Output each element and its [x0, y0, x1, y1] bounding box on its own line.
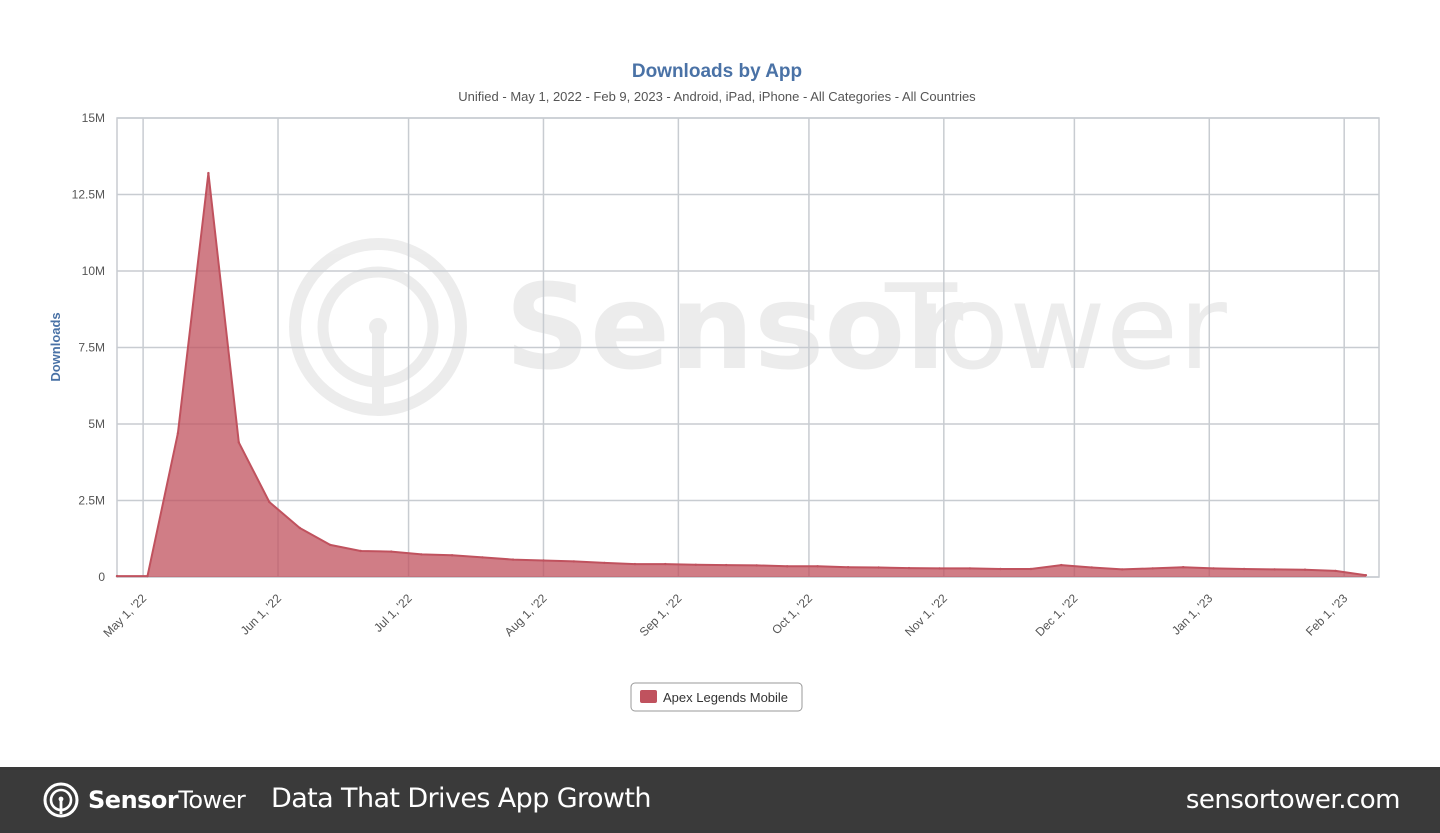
data-point[interactable]	[1060, 563, 1063, 567]
data-point[interactable]	[1121, 568, 1124, 571]
legend-box	[630, 682, 803, 712]
y-axis: 0 2.5M 5M 7.5M 10M 12.5M 15M	[72, 111, 106, 584]
data-point[interactable]	[146, 574, 149, 578]
data-point[interactable]	[1212, 567, 1215, 570]
plot-area	[115, 171, 1368, 578]
data-point[interactable]	[1334, 569, 1337, 573]
data-point[interactable]	[1303, 568, 1307, 571]
data-point[interactable]	[694, 563, 697, 566]
watermark-text-light: Tower	[884, 258, 1227, 396]
y-tick-label: 2.5M	[78, 494, 105, 508]
data-point[interactable]	[359, 549, 362, 553]
watermark-text-bold: Sensor	[505, 258, 964, 396]
data-point[interactable]	[999, 567, 1002, 571]
footer-brand[interactable]: Sensor Tower	[42, 779, 246, 821]
series-line	[117, 172, 1367, 578]
data-point[interactable]	[664, 562, 667, 566]
data-point[interactable]	[846, 566, 850, 569]
footer-bar: Sensor Tower Data That Drives App Growth …	[0, 767, 1440, 833]
data-point[interactable]	[115, 574, 119, 578]
data-point[interactable]	[176, 432, 180, 435]
x-tick-label: Feb 1, '23	[1303, 591, 1351, 639]
footer-brand-light: Tower	[178, 786, 246, 814]
data-point[interactable]	[907, 566, 911, 570]
y-tick-label: 15M	[82, 111, 105, 125]
data-point[interactable]	[268, 500, 271, 504]
series-area	[117, 173, 1366, 577]
watermark: Sensor Tower	[289, 238, 1227, 416]
data-point[interactable]	[329, 543, 332, 547]
legend-item-label: Apex Legends Mobile	[663, 690, 788, 705]
x-tick-label: Dec 1, '22	[1033, 591, 1081, 639]
data-point[interactable]	[1029, 567, 1033, 571]
data-point[interactable]	[237, 441, 240, 444]
y-tick-label: 10M	[82, 264, 105, 278]
data-point[interactable]	[938, 567, 941, 570]
legend-swatch	[640, 690, 657, 703]
data-point[interactable]	[755, 564, 758, 567]
data-point[interactable]	[207, 171, 210, 175]
y-tick-label: 0	[98, 570, 105, 584]
grid	[116, 117, 1380, 578]
x-tick-label: Oct 1, '22	[769, 591, 815, 637]
data-point[interactable]	[1273, 568, 1276, 571]
footer-site-link[interactable]: sensortower.com	[1185, 785, 1401, 815]
y-tick-label: 12.5M	[72, 188, 105, 202]
x-tick-label: Aug 1, '22	[502, 591, 550, 639]
data-point[interactable]	[572, 560, 576, 563]
x-tick-label: May 1, '22	[100, 591, 149, 640]
data-point[interactable]	[816, 565, 819, 568]
chart-subtitle: Unified - May 1, 2022 - Feb 9, 2023 - An…	[458, 89, 976, 104]
data-point[interactable]	[1364, 574, 1368, 577]
x-tick-label: Nov 1, '22	[902, 591, 950, 639]
data-point[interactable]	[1090, 566, 1094, 569]
footer-brand-bold: Sensor	[88, 786, 179, 814]
data-point[interactable]	[420, 553, 423, 556]
data-point[interactable]	[1182, 566, 1185, 569]
y-tick-label: 5M	[88, 417, 105, 431]
data-point[interactable]	[542, 559, 545, 562]
data-point[interactable]	[511, 558, 515, 561]
data-point[interactable]	[1151, 567, 1154, 570]
x-tick-label: Jan 1, '23	[1169, 591, 1216, 638]
data-point[interactable]	[877, 566, 880, 569]
legend[interactable]: Apex Legends Mobile	[630, 682, 803, 712]
data-point[interactable]	[1242, 567, 1246, 571]
y-axis-label: Downloads	[48, 312, 63, 381]
footer-tagline: Data That Drives App Growth	[271, 783, 651, 814]
data-point[interactable]	[633, 562, 637, 566]
x-tick-label: Sep 1, '22	[637, 591, 685, 639]
y-tick-label: 7.5M	[78, 341, 105, 355]
data-point[interactable]	[603, 561, 606, 565]
x-tick-label: Jul 1, '22	[371, 591, 415, 635]
data-point[interactable]	[968, 567, 972, 570]
data-point[interactable]	[786, 565, 789, 568]
data-point[interactable]	[390, 550, 393, 553]
data-point[interactable]	[725, 563, 728, 567]
chart: Sensor Tower Downloads by App Unified - …	[48, 61, 1380, 712]
x-tick-label: Jun 1, '22	[238, 591, 285, 638]
x-axis: May 1, '22 Jun 1, '22 Jul 1, '22 Aug 1, '22…	[100, 591, 1350, 640]
data-point[interactable]	[481, 556, 484, 559]
data-point[interactable]	[450, 554, 454, 557]
data-point[interactable]	[298, 526, 301, 530]
chart-title: Downloads by App	[632, 61, 802, 82]
sensortower-logo-icon	[43, 782, 79, 818]
